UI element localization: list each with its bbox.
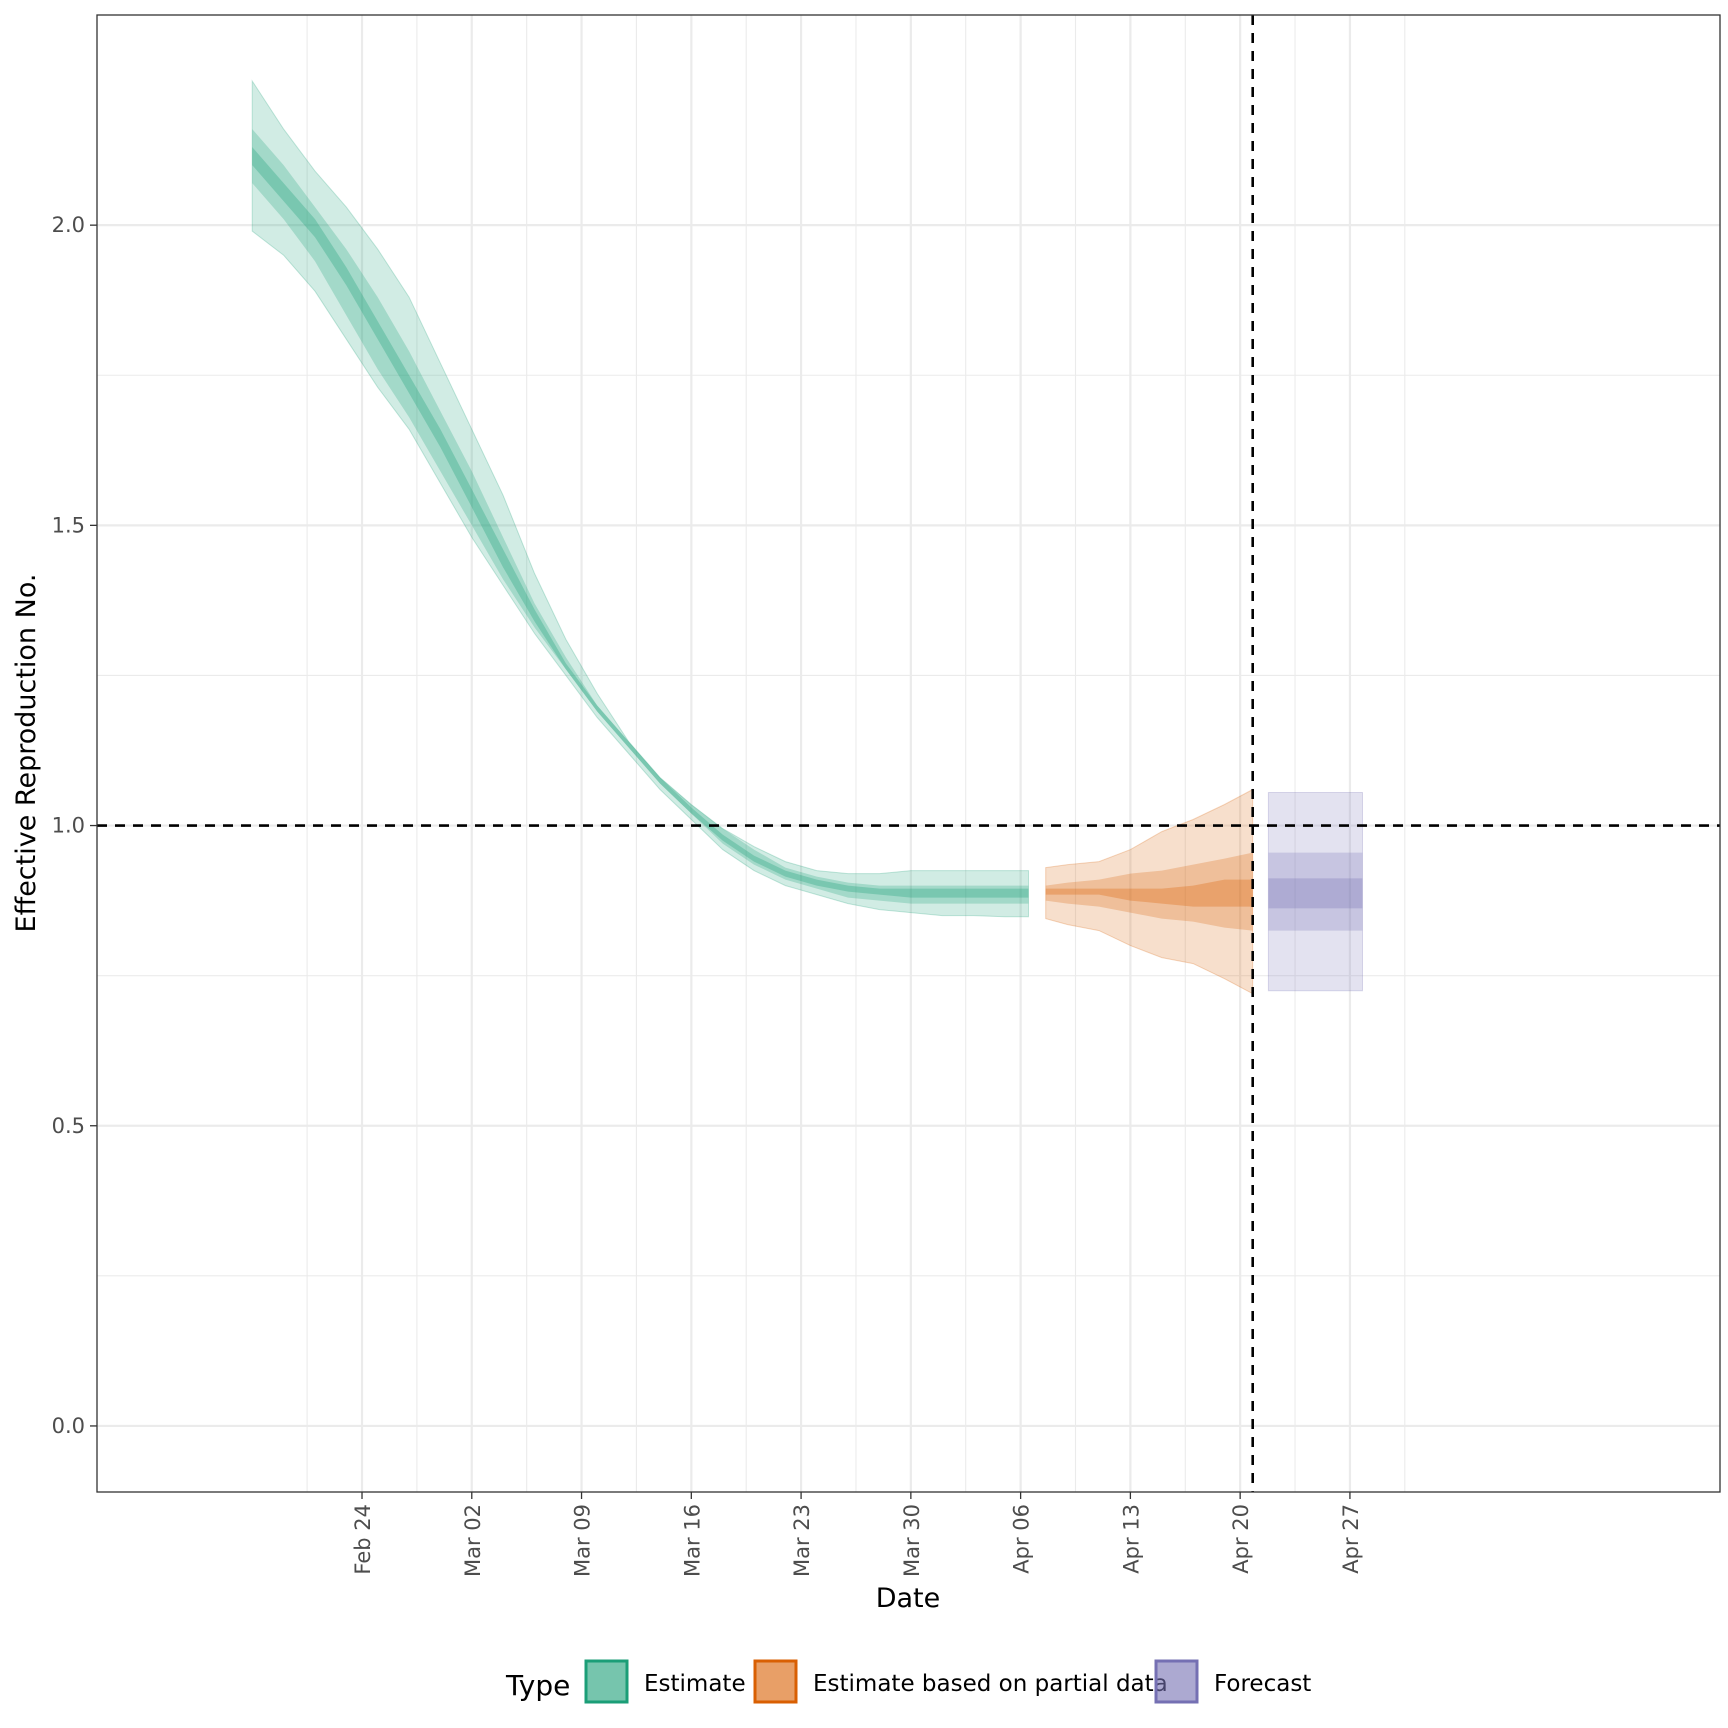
grid-minor [97, 15, 1720, 1492]
x-tick-label: Feb 24 [351, 1504, 375, 1575]
legend-title: Type [505, 1669, 570, 1702]
legend-key-partial [753, 1659, 798, 1704]
x-axis-title: Date [876, 1583, 941, 1614]
plot-panel-background [97, 15, 1720, 1492]
legend: Type Estimate Estimate based on partial … [505, 1659, 1311, 1704]
band-50pct [1268, 852, 1363, 931]
reference-lines [97, 15, 1720, 1492]
ribbons [251, 79, 1363, 995]
y-tick-label: 1.0 [52, 814, 85, 838]
x-tick-label: Mar 30 [900, 1504, 924, 1577]
x-tick-label: Mar 09 [571, 1504, 595, 1577]
y-axis-title: Effective Reproduction No. [11, 574, 42, 933]
y-tick-label: 0.5 [52, 1114, 85, 1138]
y-tick-label: 1.5 [52, 513, 85, 537]
series-estimate-based-on-partial-data [1045, 788, 1254, 995]
x-tick-label: Apr 27 [1339, 1504, 1363, 1574]
x-tick-label: Mar 02 [461, 1504, 485, 1577]
x-tick-label: Mar 23 [790, 1504, 814, 1577]
band-90pct [251, 79, 1029, 918]
y-tick-label: 2.0 [52, 213, 85, 237]
x-axis: Feb 24 Mar 02 Mar 09 Mar 16 Mar 23 Mar 30 Apr … [351, 1492, 1363, 1577]
y-tick-label: 0.0 [52, 1414, 85, 1438]
legend-key-estimate [584, 1659, 629, 1704]
y-axis: 0.0 0.5 1.0 1.5 2.0 [52, 213, 97, 1438]
band-90pct [1267, 792, 1363, 992]
x-tick-label: Apr 06 [1010, 1504, 1034, 1574]
band-20pct [1045, 879, 1253, 907]
series-estimate [251, 79, 1029, 918]
x-tick-label: Apr 13 [1119, 1504, 1143, 1574]
x-tick-label: Apr 20 [1229, 1504, 1253, 1574]
legend-label-estimate: Estimate [644, 1671, 746, 1697]
legend-key-forecast [1154, 1659, 1199, 1704]
series-forecast [1267, 792, 1363, 992]
legend-label-forecast: Forecast [1214, 1671, 1311, 1697]
band-50pct [1045, 852, 1253, 931]
plot-panel-border [96, 14, 1721, 1493]
x-tick-label: Mar 16 [680, 1504, 704, 1577]
legend-label-partial: Estimate based on partial data [813, 1671, 1168, 1697]
band-20pct [1268, 878, 1363, 909]
